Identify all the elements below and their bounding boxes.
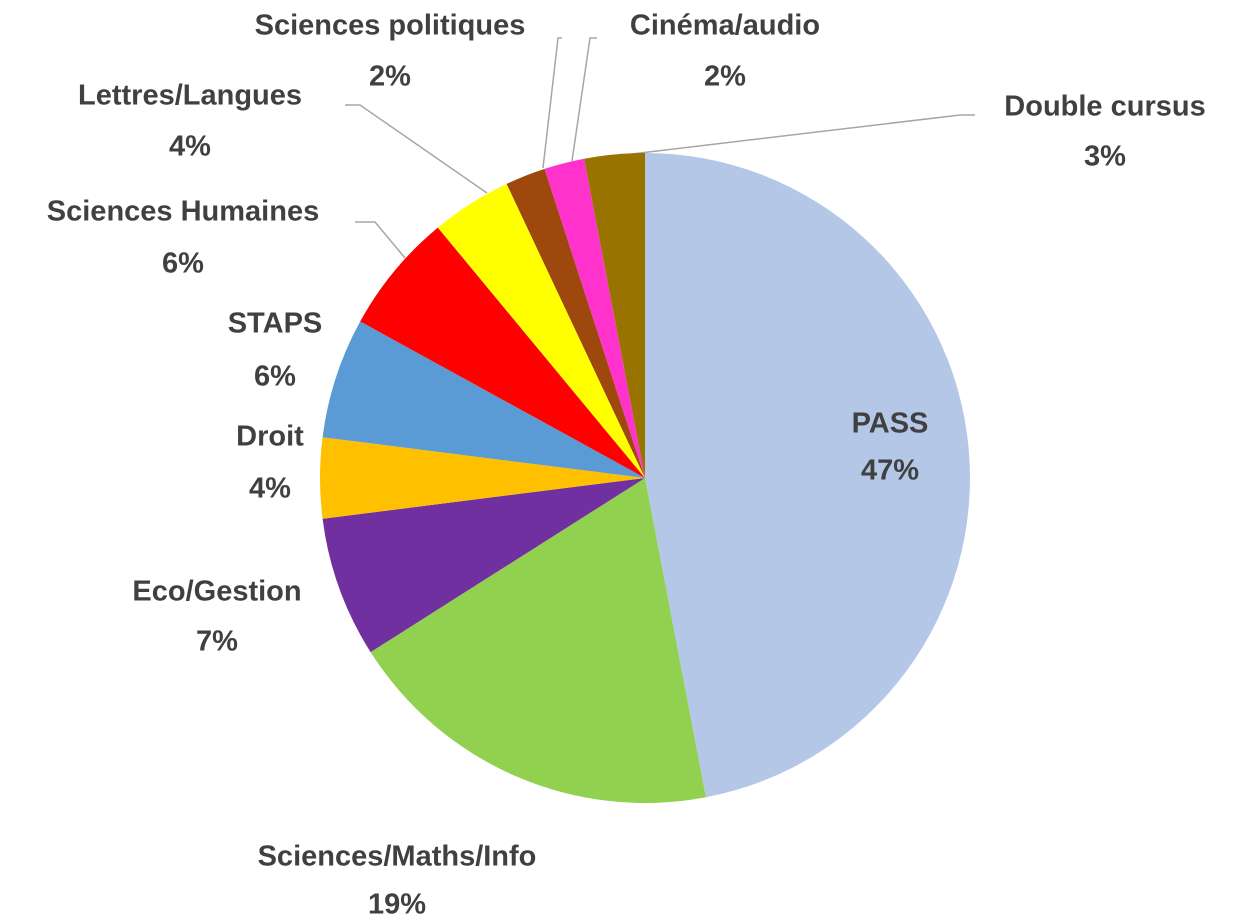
category-label: Droit (236, 421, 304, 453)
leader-lines (345, 37, 975, 259)
category-label: Sciences/Maths/Info (258, 841, 537, 873)
category-label: STAPS (228, 308, 323, 340)
category-label: PASS (852, 408, 929, 440)
leader-line (345, 104, 488, 194)
pie-slice (584, 153, 645, 478)
pie-slice (320, 437, 645, 519)
pie-slice (645, 153, 971, 798)
category-label: Eco/Gestion (132, 576, 301, 608)
category-label: Sciences Humaines (47, 196, 319, 228)
pie-slice (437, 183, 645, 478)
value-label: 6% (254, 361, 296, 393)
category-label: Cinéma/audio (630, 10, 820, 42)
leader-line (614, 114, 975, 157)
leader-line (571, 37, 597, 162)
value-label: 47% (861, 455, 919, 487)
category-label: Sciences politiques (255, 10, 526, 42)
leader-line (542, 37, 562, 169)
pie-slice (370, 478, 706, 803)
value-label: 4% (169, 131, 211, 163)
value-label: 6% (162, 248, 204, 280)
value-label: 3% (1084, 141, 1126, 173)
value-label: 19% (368, 889, 426, 921)
leader-line (355, 221, 406, 259)
value-label: 2% (369, 61, 411, 93)
value-label: 2% (704, 61, 746, 93)
pie-slice (544, 158, 645, 478)
value-label: 7% (196, 626, 238, 658)
category-label: Double cursus (1004, 91, 1205, 123)
pie-slice (506, 168, 645, 479)
pie-slice (322, 321, 645, 478)
pie-slice (322, 478, 645, 653)
value-label: 4% (249, 473, 291, 505)
pie-slice (360, 227, 645, 478)
category-label: Lettres/Langues (78, 80, 302, 112)
